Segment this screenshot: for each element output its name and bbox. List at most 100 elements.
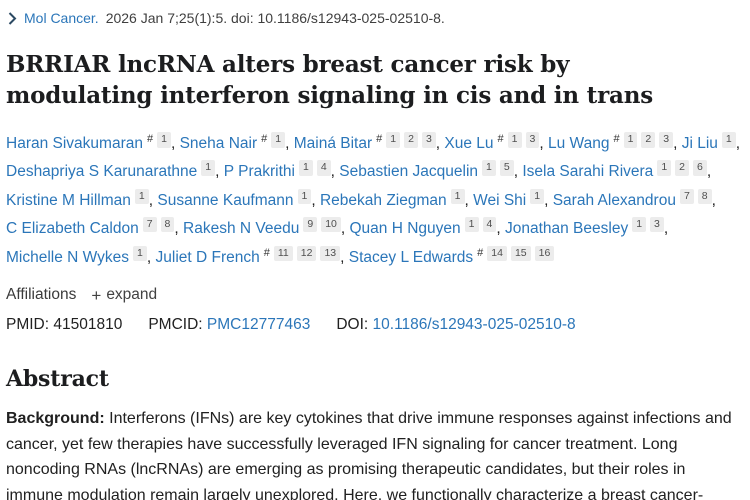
doi-link[interactable]: 10.1186/s12943-025-02510-8 <box>372 316 576 334</box>
author-separator: , <box>170 135 180 153</box>
author-link[interactable]: Lu Wang <box>547 135 610 153</box>
article-title: BRRIAR lncRNA alters breast cancer risk … <box>6 51 653 109</box>
affiliation-number-badge: 5 <box>499 160 514 176</box>
expand-label: expand <box>106 286 158 304</box>
author-link[interactable]: Stacey L Edwards <box>348 248 474 266</box>
abstract-paragraph: Background: Interferons (IFNs) are key c… <box>6 406 742 500</box>
author-separator: , <box>148 191 158 209</box>
author-separator: , <box>330 163 340 181</box>
pmid-value: 41501810 <box>53 316 123 334</box>
author-link[interactable]: Haran Sivakumaran <box>6 135 143 153</box>
affiliations-row: Affiliations + expand <box>6 286 742 304</box>
affiliation-number-badge: 1 <box>133 245 147 262</box>
affiliation-number-badge: 1 <box>450 188 465 205</box>
author-separator: , <box>285 135 294 153</box>
author-link[interactable]: Sarah Alexandrou <box>552 191 676 209</box>
chevron-right-icon <box>8 11 17 25</box>
identifiers-row: PMID: 41501810 PMCID: PMC12777463 DOI: 10.… <box>6 316 742 334</box>
affiliation-number-badge: 2 <box>675 160 689 176</box>
affiliation-number-badge: 2 <box>641 132 656 148</box>
affiliations-label: Affiliations <box>6 286 77 304</box>
author-link[interactable]: Ji Liu <box>681 135 718 153</box>
authors-list: Haran Sivakumaran #1, Sneha Nair #1, Mainá… <box>6 129 742 272</box>
author-separator: , <box>496 219 505 237</box>
pmcid-label: PMCID: <box>148 316 203 334</box>
pmcid-link[interactable]: PMC12777463 <box>206 316 311 334</box>
affiliation-number-badge: 1 <box>157 132 171 148</box>
author-separator: , <box>544 191 553 209</box>
affiliation-number-badge: 3 <box>421 132 436 148</box>
author-separator: , <box>174 219 184 237</box>
author-link[interactable]: Isela Sarahi Rivera <box>522 163 654 181</box>
affiliation-number-badge: 1 <box>134 188 149 205</box>
affiliation-number-badge: 1 <box>386 132 401 148</box>
author-link[interactable]: Mainá Bitar <box>293 135 373 153</box>
equal-contribution-marker: # <box>613 133 620 146</box>
author-link[interactable]: Jonathan Beesley <box>504 219 629 237</box>
author-link[interactable]: Juliet D French <box>155 248 260 266</box>
affiliation-number-badge: 3 <box>659 132 674 148</box>
author-link[interactable]: Michelle N Wykes <box>6 248 130 266</box>
author-link[interactable]: Rakesh N Veedu <box>183 219 300 237</box>
affiliations-expand-button[interactable]: + expand <box>91 286 157 304</box>
author-separator: , <box>215 163 224 181</box>
equal-contribution-marker: # <box>497 133 504 146</box>
equal-contribution-marker: # <box>261 133 268 146</box>
affiliation-number-badge: 10 <box>321 216 341 233</box>
affiliation-number-badge: 8 <box>697 188 712 205</box>
author-link[interactable]: Quan H Nguyen <box>349 219 461 237</box>
affiliation-number-badge: 11 <box>273 245 293 262</box>
author-separator: , <box>513 163 523 181</box>
affiliation-number-badge: 1 <box>201 160 216 176</box>
author-link[interactable]: Deshapriya S Karunarathne <box>6 163 198 181</box>
affiliation-number-badge: 4 <box>316 160 331 176</box>
affiliation-number-badge: 2 <box>404 132 418 148</box>
author-link[interactable]: Rebekah Ziegman <box>319 191 447 209</box>
pmcid-group: PMCID: PMC12777463 <box>148 316 310 333</box>
author-link[interactable]: Wei Shi <box>473 191 527 209</box>
author-link[interactable]: Susanne Kaufmann <box>157 191 294 209</box>
affiliation-number-badge: 15 <box>510 245 531 262</box>
affiliation-number-badge: 1 <box>657 160 672 176</box>
affiliation-number-badge: 1 <box>530 188 545 205</box>
affiliation-number-badge: 1 <box>721 132 736 148</box>
affiliation-number-badge: 1 <box>623 132 638 148</box>
author-link[interactable]: Kristine M Hillman <box>6 191 131 209</box>
author-separator: , <box>706 163 712 181</box>
affiliation-number-badge: 1 <box>464 216 479 233</box>
author-link[interactable]: P Prakrithi <box>223 163 295 181</box>
affiliation-number-badge: 14 <box>487 245 507 262</box>
author-separator: , <box>735 135 741 153</box>
author-separator: , <box>673 135 682 153</box>
affiliation-number-badge: 7 <box>679 188 694 205</box>
affiliation-number-badge: 6 <box>693 160 707 176</box>
author-link[interactable]: Sebastien Jacquelin <box>339 163 479 181</box>
affiliation-number-badge: 16 <box>534 245 555 262</box>
affiliation-number-badge: 1 <box>482 160 496 176</box>
equal-contribution-marker: # <box>146 133 154 146</box>
journal-link[interactable]: Mol Cancer. <box>24 10 99 26</box>
author-separator: , <box>663 219 669 237</box>
author-link[interactable]: Sneha Nair <box>179 135 258 153</box>
author-separator: , <box>340 248 349 266</box>
citation-bar: Mol Cancer. 2026 Jan 7;25(1):5. doi: 10.… <box>6 10 742 26</box>
affiliation-number-badge: 4 <box>482 216 497 233</box>
author-link[interactable]: Xue Lu <box>444 135 494 153</box>
author-separator: , <box>340 219 350 237</box>
citation-details: 2026 Jan 7;25(1):5. doi: 10.1186/s12943-… <box>105 10 445 26</box>
author-separator: , <box>435 135 445 153</box>
equal-contribution-marker: # <box>477 246 484 259</box>
background-label: Background: <box>6 410 105 428</box>
affiliation-number-badge: 13 <box>320 245 341 262</box>
author-separator: , <box>146 248 156 266</box>
affiliation-number-badge: 8 <box>160 216 175 233</box>
author-separator: , <box>311 191 320 209</box>
affiliation-number-badge: 1 <box>271 132 286 148</box>
background-text: Interferons (IFNs) are key cytokines tha… <box>6 410 732 500</box>
plus-icon: + <box>91 285 102 305</box>
author-separator: , <box>464 191 474 209</box>
pmid-label: PMID: <box>6 316 50 334</box>
equal-contribution-marker: # <box>263 246 270 259</box>
author-link[interactable]: C Elizabeth Caldon <box>6 219 139 237</box>
